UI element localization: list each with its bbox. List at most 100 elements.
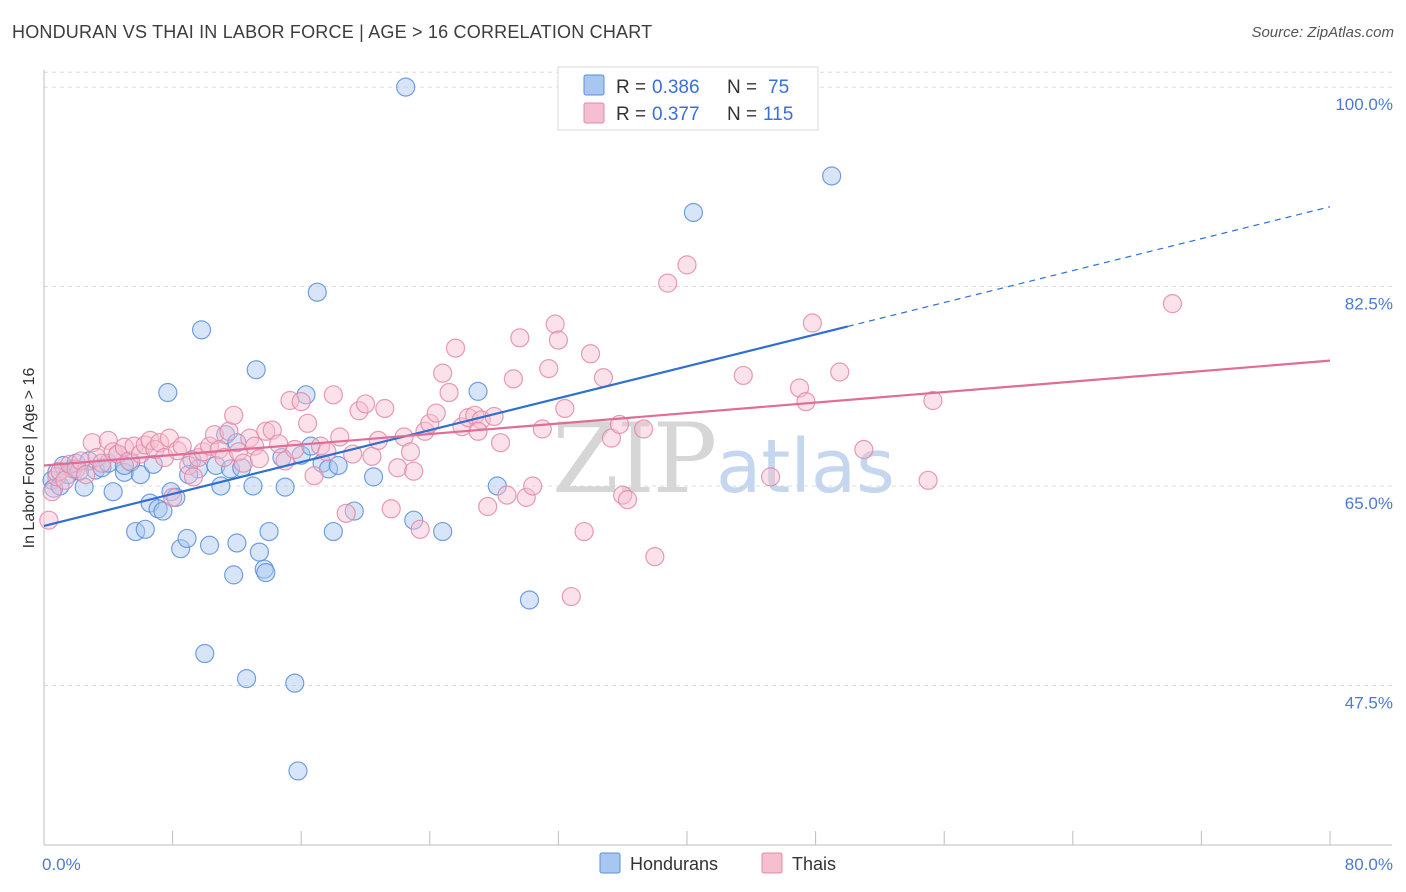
thai-point [179,455,199,476]
tick-labels: 100.0% 82.5% 65.0% 47.5% 0.0% 80.0% [42,95,1393,874]
honduran-point [177,528,197,549]
thai-point [645,547,665,567]
thai-point [172,436,192,456]
bottom-legend-label-thais: Thais [792,854,836,874]
trend-line-thais [43,359,1331,467]
thai-point [532,419,552,439]
thai-point [497,485,517,505]
honduran-point [199,535,220,555]
thai-point [400,442,421,462]
thai-point [658,273,678,293]
x-tick-label: 80.0% [1345,855,1393,874]
honduran-point [206,455,226,476]
y-axis-label: In Labor Force | Age > 16 [21,368,38,549]
chart-title: HONDURAN VS THAI IN LABOR FORCE | AGE > … [12,22,653,42]
thai-point [388,458,408,478]
honduran-point [103,482,123,502]
axes [43,70,1392,846]
bottom-legend-swatch-hondurans [599,852,621,874]
honduran-point [195,643,215,664]
thai-point [633,419,654,439]
thai-point [163,487,183,507]
honduran-point [307,282,327,302]
thai-point [923,390,943,411]
thai-point [490,433,511,453]
series-hondurans [42,77,842,781]
thai-point [323,385,343,405]
bottom-legend-label-hondurans: Hondurans [630,854,718,874]
chart-source: Source: ZipAtlas.com [1251,24,1394,41]
legend: R = 0.386 N = 75 R = 0.377 N = 115 [557,66,819,131]
legend-n-value-thais: 115 [763,104,793,125]
thai-point [580,344,601,364]
thai-point [733,365,753,386]
thai-point [355,394,376,414]
thai-point [1162,294,1183,314]
thai-point [503,369,523,389]
thai-point [539,359,559,379]
thai-point [82,433,102,453]
honduran-point [114,462,134,482]
thai-point [433,363,453,383]
thai-point [677,255,697,275]
thai-point [298,413,318,433]
thai-point [362,446,382,466]
honduran-point [328,455,348,476]
honduran-point [323,521,343,542]
thai-point [42,482,62,502]
honduran-point [683,202,704,223]
thai-point [593,368,614,388]
legend-r-value-thais: 0.377 [652,104,700,125]
honduran-point [288,761,308,781]
trend-line-hondurans-extension [847,206,1331,328]
legend-r-label: R = [616,77,646,98]
thai-point [244,436,265,456]
thai-point [336,503,356,523]
y-tick-label: 65.0% [1345,494,1393,513]
thai-point [381,499,401,519]
thai-point [617,490,638,510]
thai-point [304,466,324,486]
gridlines [44,71,1392,686]
thai-point [76,464,96,485]
honduran-point [344,501,364,521]
legend-n-label: N = [727,77,757,98]
honduran-point [227,533,247,553]
thai-point [256,421,276,441]
honduran-point [243,476,263,496]
honduran-point [135,519,155,539]
thai-point [555,398,575,419]
honduran-point [158,382,178,403]
thai-point [548,330,569,350]
thai-point [760,467,781,487]
thai-point [204,425,224,445]
thai-point [410,519,430,539]
thai-point [426,403,446,423]
honduran-point [130,464,151,485]
thai-point [285,439,305,460]
thai-point [269,434,289,454]
honduran-point [246,360,266,380]
thai-point [516,487,536,507]
legend-r-label: R = [616,104,646,125]
thai-point [214,447,234,468]
thai-point [561,586,581,607]
y-tick-label: 82.5% [1345,295,1393,314]
thai-point [510,328,530,348]
thai-point [439,382,459,403]
thai-point [523,476,543,496]
thai-point [918,470,938,490]
honduran-point [519,590,540,610]
thai-point [92,453,112,473]
thai-point [219,421,239,441]
thai-point [98,430,118,451]
thai-point [574,521,594,542]
honduran-point [396,77,416,97]
thai-point [375,398,395,419]
trend-line-hondurans [43,325,849,527]
thai-point [802,313,822,333]
thai-point [330,427,350,447]
thai-point [145,439,165,460]
watermark-atlas: atlas [716,424,895,510]
